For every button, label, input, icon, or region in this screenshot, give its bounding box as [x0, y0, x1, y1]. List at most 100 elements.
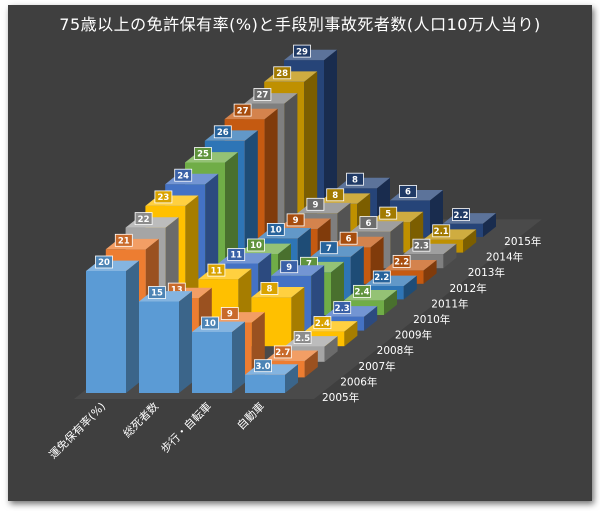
data-label-2008年-1: 11	[207, 263, 226, 277]
depth-label-10: 2015年	[504, 235, 541, 248]
svg-text:7: 7	[326, 244, 332, 254]
data-label-2006年-0: 21	[114, 233, 133, 247]
svg-text:8: 8	[332, 191, 338, 201]
depth-label-8: 2013年	[468, 266, 505, 279]
svg-text:13: 13	[171, 285, 183, 295]
svg-text:2.4: 2.4	[354, 288, 369, 298]
data-label-2005年-1: 15	[148, 286, 166, 299]
svg-text:26: 26	[217, 128, 229, 138]
svg-text:2.1: 2.1	[434, 227, 449, 237]
data-label-2013年-2: 6	[359, 216, 378, 230]
svg-text:27: 27	[237, 106, 249, 116]
data-label-2012年-3: 2.2	[392, 254, 411, 268]
bar-2005年-1	[139, 291, 192, 393]
svg-text:6: 6	[346, 234, 352, 244]
svg-text:29: 29	[296, 47, 308, 57]
svg-text:2.5: 2.5	[295, 334, 310, 344]
bars-group: 29 8 6 2.2 28 8 5 2.1 27 9 6 2.3 27 9 6 2.2 26 10 7 2.2 25 10…	[86, 44, 496, 393]
category-label-0: 運免保有率(%)	[46, 399, 108, 461]
data-label-2011年-2: 7	[319, 241, 338, 255]
chart-title: 75歳以上の免許保有率(%)と手段別事故死者数(人口10万人当り)	[59, 15, 541, 34]
data-label-2010年-3: 2.4	[353, 284, 371, 298]
svg-text:6: 6	[365, 219, 371, 229]
depth-label-2: 2007年	[358, 360, 395, 373]
data-label-2008年-0: 23	[154, 190, 173, 204]
data-label-2015年-0: 29	[293, 44, 311, 58]
svg-text:2.3: 2.3	[335, 304, 350, 314]
svg-text:20: 20	[98, 258, 110, 268]
svg-text:11: 11	[230, 251, 242, 261]
svg-text:2.3: 2.3	[414, 241, 429, 251]
bar-2005年-2	[192, 321, 245, 393]
depth-label-3: 2008年	[377, 344, 414, 357]
data-label-2006年-2: 9	[220, 307, 239, 320]
depth-axis-labels: 2005年 2006年 2007年 2008年 2009年 2010年 2011年 2012年…	[322, 235, 541, 404]
data-label-2012年-0: 27	[233, 103, 252, 117]
svg-text:28: 28	[276, 69, 288, 79]
data-label-2005年-0: 20	[95, 255, 113, 269]
category-label-1: 総死者数	[120, 399, 161, 440]
svg-text:7: 7	[306, 260, 312, 270]
data-label-2011年-3: 2.2	[372, 270, 391, 284]
data-label-2014年-3: 2.1	[432, 224, 451, 238]
svg-text:2.2: 2.2	[394, 258, 409, 268]
data-label-2014年-2: 5	[379, 206, 398, 220]
svg-text:2.2: 2.2	[453, 211, 468, 221]
data-label-2010年-1: 10	[247, 238, 265, 252]
data-label-2009年-1: 11	[227, 248, 246, 261]
svg-text:3.0: 3.0	[255, 362, 270, 372]
data-label-2011年-0: 26	[213, 125, 232, 139]
data-label-2007年-3: 2.5	[293, 331, 312, 344]
svg-text:2.4: 2.4	[315, 319, 330, 329]
data-label-2013年-0: 27	[253, 88, 272, 101]
category-label-2: 歩行・自転車	[158, 399, 215, 456]
depth-label-5: 2010年	[413, 313, 450, 326]
svg-text:11: 11	[210, 266, 222, 276]
svg-text:9: 9	[312, 201, 318, 211]
bar-2005年-0	[86, 260, 139, 393]
data-label-2009年-3: 2.3	[333, 301, 352, 314]
svg-text:27: 27	[256, 91, 268, 101]
data-label-2015年-2: 6	[399, 184, 417, 198]
data-label-2014年-0: 28	[273, 66, 292, 80]
data-label-2015年-3: 2.2	[452, 208, 470, 221]
data-label-2007年-0: 22	[134, 212, 153, 226]
data-label-2012年-1: 9	[286, 213, 305, 227]
data-label-2008年-2: 8	[260, 281, 279, 295]
data-label-2010年-0: 25	[194, 147, 212, 160]
depth-label-4: 2009年	[395, 329, 432, 342]
category-label-3: 自動車	[234, 399, 267, 432]
data-label-2005年-3: 3.0	[254, 359, 272, 373]
data-label-2013年-1: 9	[306, 197, 325, 211]
depth-label-1: 2006年	[340, 375, 377, 388]
svg-text:21: 21	[118, 237, 130, 247]
svg-text:5: 5	[385, 209, 391, 219]
svg-text:9: 9	[227, 310, 233, 320]
chart-area: 29 8 6 2.2 28 8 5 2.1 27 9 6 2.3 27 9 6 2.2 26 10 7 2.2 25 10…	[46, 44, 542, 461]
svg-text:25: 25	[197, 150, 209, 160]
svg-text:23: 23	[157, 193, 169, 203]
svg-text:10: 10	[270, 226, 282, 236]
svg-text:2.7: 2.7	[275, 348, 290, 358]
depth-label-7: 2012年	[450, 282, 487, 295]
svg-text:9: 9	[293, 216, 299, 226]
svg-text:10: 10	[250, 241, 262, 251]
svg-text:9: 9	[286, 263, 292, 273]
svg-text:10: 10	[204, 319, 216, 329]
data-label-2014年-1: 8	[326, 188, 345, 202]
data-label-2012年-2: 6	[339, 231, 358, 245]
data-label-2013年-3: 2.3	[412, 238, 431, 252]
depth-label-6: 2011年	[431, 297, 468, 310]
data-label-2009年-0: 24	[174, 168, 193, 182]
svg-text:2.2: 2.2	[374, 273, 389, 283]
svg-text:15: 15	[151, 289, 163, 299]
data-label-2005年-2: 10	[201, 316, 219, 330]
svg-text:8: 8	[352, 175, 358, 185]
chart-frame: 75歳以上の免許保有率(%)と手段別事故死者数(人口10万人当り) 29 8 6 2.…	[8, 5, 592, 501]
svg-text:6: 6	[405, 188, 411, 198]
data-label-2008年-3: 2.4	[313, 316, 332, 329]
svg-text:22: 22	[138, 215, 150, 225]
data-label-2009年-2: 9	[280, 260, 299, 274]
data-label-2015年-1: 8	[346, 172, 364, 186]
